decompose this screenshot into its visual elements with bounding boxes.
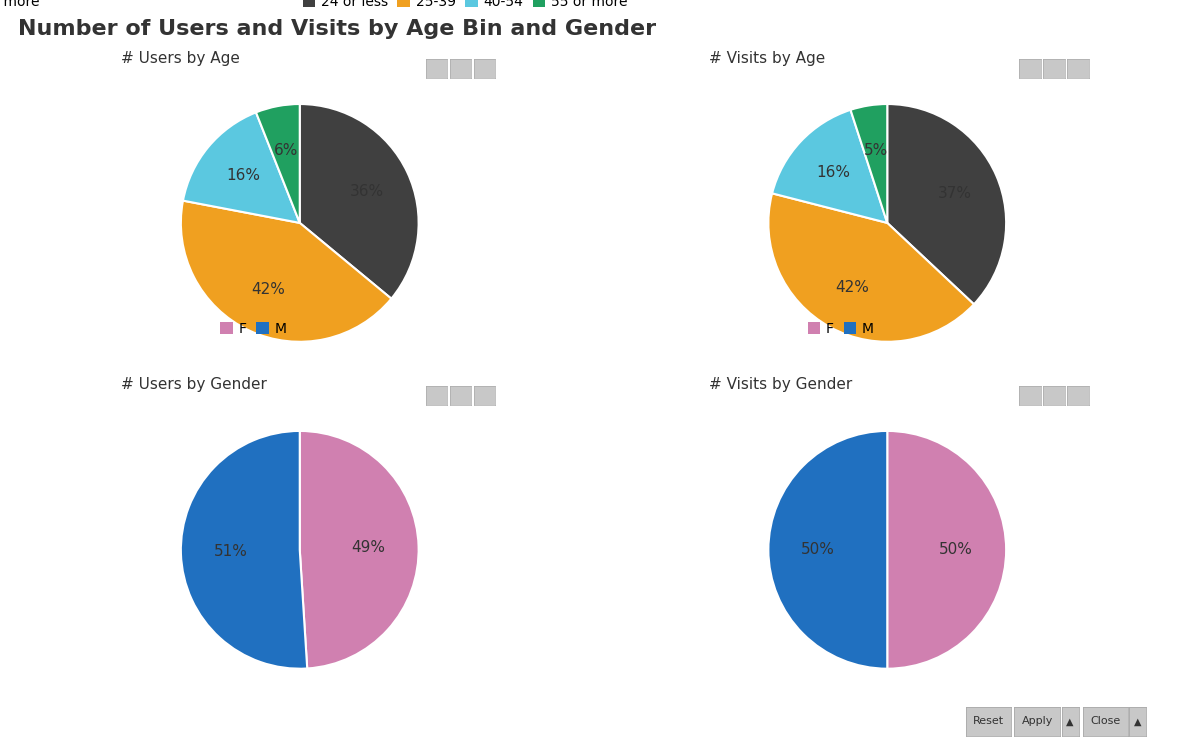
Text: 36%: 36% <box>349 184 384 199</box>
Wedge shape <box>887 431 1006 669</box>
Text: # Visits by Age: # Visits by Age <box>709 51 825 65</box>
Wedge shape <box>181 431 307 669</box>
Text: # Users by Gender: # Users by Gender <box>121 377 267 392</box>
Wedge shape <box>181 201 391 342</box>
Text: 42%: 42% <box>835 280 869 295</box>
Text: Number of Users and Visits by Age Bin and Gender: Number of Users and Visits by Age Bin an… <box>18 19 656 39</box>
Text: 50%: 50% <box>801 542 836 557</box>
Text: # Users by Age: # Users by Age <box>121 51 240 65</box>
Legend: 24 or less, 25-39, 40-54, 55 or more: 24 or less, 25-39, 40-54, 55 or more <box>0 0 43 12</box>
Text: 16%: 16% <box>817 165 850 180</box>
Text: ▲: ▲ <box>1133 716 1141 727</box>
Text: Apply: Apply <box>1022 716 1053 727</box>
Text: 5%: 5% <box>863 143 887 158</box>
Text: 6%: 6% <box>273 143 299 158</box>
Text: # Visits by Gender: # Visits by Gender <box>709 377 852 392</box>
Wedge shape <box>257 104 300 223</box>
Text: Reset: Reset <box>974 716 1004 727</box>
Legend: F, M: F, M <box>217 319 289 339</box>
Text: 42%: 42% <box>252 282 285 297</box>
Wedge shape <box>769 431 887 669</box>
Wedge shape <box>887 104 1006 305</box>
Wedge shape <box>300 104 418 299</box>
Legend: F, M: F, M <box>805 319 876 339</box>
Text: 51%: 51% <box>213 545 248 559</box>
Wedge shape <box>769 193 974 342</box>
Text: 50%: 50% <box>939 542 974 557</box>
Legend: 24 or less, 25-39, 40-54, 55 or more: 24 or less, 25-39, 40-54, 55 or more <box>300 0 631 12</box>
Text: ▲: ▲ <box>1066 716 1074 727</box>
Text: 16%: 16% <box>225 169 260 184</box>
Text: Close: Close <box>1090 716 1121 727</box>
Text: 49%: 49% <box>351 540 386 555</box>
Wedge shape <box>300 431 418 669</box>
Wedge shape <box>772 110 887 223</box>
Wedge shape <box>183 112 300 223</box>
Text: 37%: 37% <box>938 186 972 201</box>
Wedge shape <box>850 104 887 223</box>
